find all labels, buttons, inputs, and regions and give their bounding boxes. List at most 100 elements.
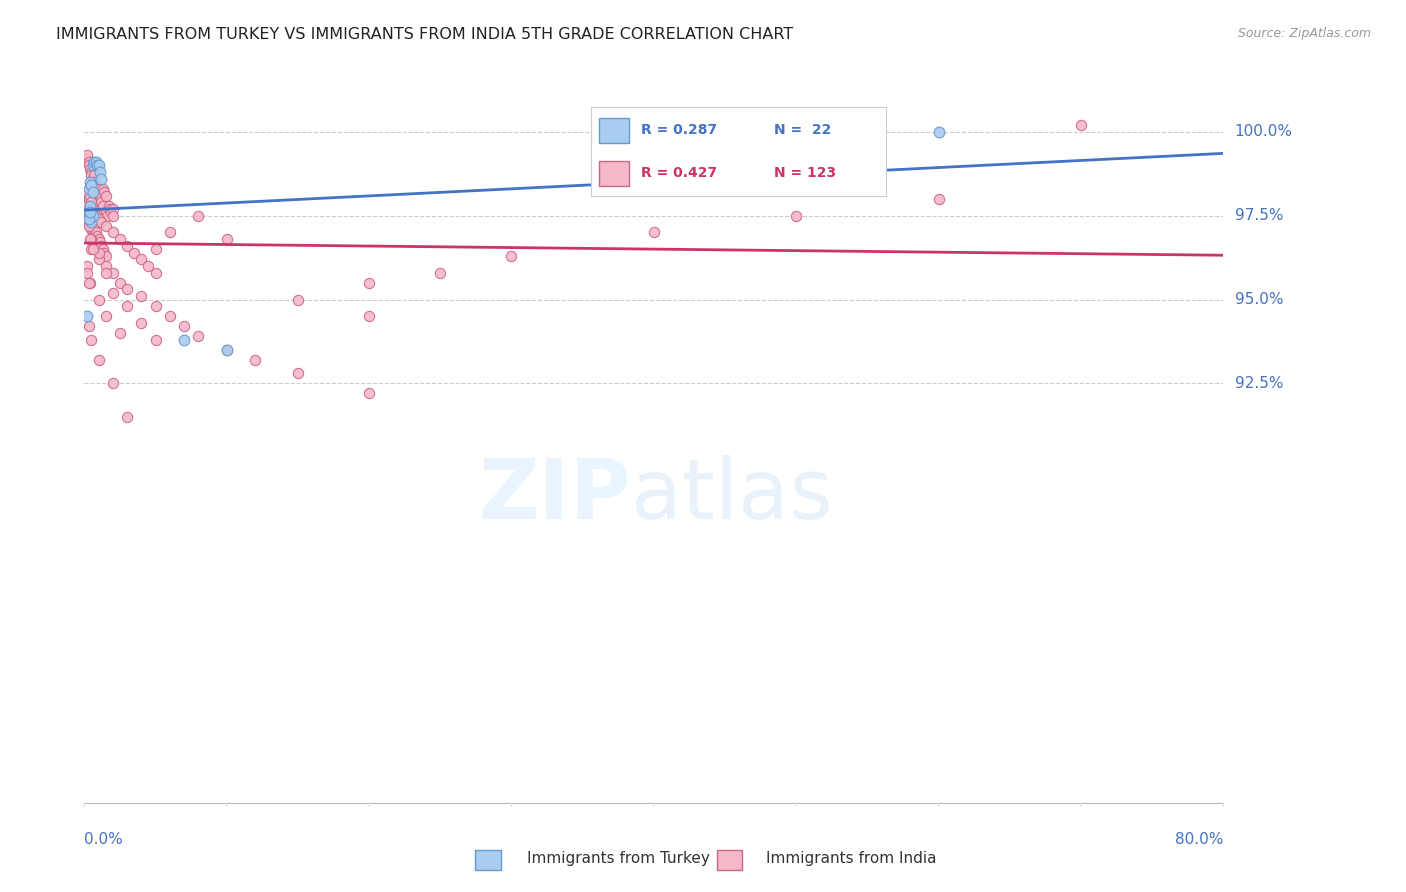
Point bbox=[82, 209, 104, 223]
Point bbox=[187, 209, 209, 223]
Point bbox=[84, 226, 107, 240]
Point bbox=[79, 188, 101, 202]
Bar bbox=[599, 118, 628, 143]
Point bbox=[145, 299, 167, 313]
Point bbox=[77, 276, 100, 290]
Point bbox=[97, 198, 120, 212]
Point bbox=[77, 209, 100, 223]
Text: Source: ZipAtlas.com: Source: ZipAtlas.com bbox=[1237, 27, 1371, 40]
Point bbox=[84, 209, 107, 223]
Point bbox=[80, 178, 103, 193]
Point bbox=[75, 192, 97, 206]
Point bbox=[77, 155, 100, 169]
Point bbox=[100, 205, 122, 219]
Point bbox=[80, 169, 103, 183]
Point bbox=[94, 266, 117, 280]
Point bbox=[79, 212, 101, 227]
Point bbox=[187, 329, 209, 343]
Text: atlas: atlas bbox=[631, 455, 832, 536]
Point bbox=[87, 293, 110, 307]
Text: Immigrants from India: Immigrants from India bbox=[766, 851, 936, 865]
Text: Immigrants from Turkey: Immigrants from Turkey bbox=[527, 851, 710, 865]
Point bbox=[1070, 118, 1092, 132]
Text: 92.5%: 92.5% bbox=[1234, 376, 1284, 391]
Point bbox=[83, 222, 105, 236]
Point bbox=[87, 182, 110, 196]
Point bbox=[90, 195, 112, 210]
Point bbox=[94, 310, 117, 324]
Point bbox=[87, 232, 110, 246]
Point bbox=[77, 158, 100, 172]
Point bbox=[90, 215, 112, 229]
Point bbox=[79, 175, 101, 189]
Point bbox=[429, 266, 451, 280]
Bar bbox=[599, 161, 628, 186]
Point bbox=[84, 182, 107, 196]
Point bbox=[80, 333, 103, 347]
Point bbox=[87, 352, 110, 367]
Point bbox=[245, 352, 267, 367]
Point bbox=[94, 188, 117, 202]
Point bbox=[131, 252, 153, 267]
Point bbox=[145, 266, 167, 280]
Point bbox=[76, 185, 98, 199]
Point bbox=[173, 333, 195, 347]
Point bbox=[89, 192, 111, 206]
Point bbox=[80, 165, 103, 179]
Point bbox=[79, 205, 101, 219]
Point bbox=[83, 169, 105, 183]
Point bbox=[82, 158, 104, 172]
Point bbox=[101, 376, 124, 391]
Point bbox=[80, 215, 103, 229]
Text: IMMIGRANTS FROM TURKEY VS IMMIGRANTS FROM INDIA 5TH GRADE CORRELATION CHART: IMMIGRANTS FROM TURKEY VS IMMIGRANTS FRO… bbox=[56, 27, 793, 42]
Point bbox=[87, 158, 110, 172]
Point bbox=[84, 232, 107, 246]
Point bbox=[138, 259, 160, 273]
Text: ZIP: ZIP bbox=[478, 455, 631, 536]
Point bbox=[90, 171, 112, 186]
Point bbox=[90, 239, 112, 253]
Point bbox=[93, 185, 115, 199]
Point bbox=[80, 209, 103, 223]
Point bbox=[82, 171, 104, 186]
Point bbox=[82, 175, 104, 189]
Point bbox=[76, 148, 98, 162]
Point bbox=[79, 232, 101, 246]
Text: N = 123: N = 123 bbox=[773, 166, 835, 180]
Point bbox=[77, 319, 100, 334]
Point bbox=[77, 205, 100, 219]
Point bbox=[82, 202, 104, 216]
Point bbox=[76, 195, 98, 210]
Point bbox=[87, 245, 110, 260]
Point bbox=[83, 205, 105, 219]
Point bbox=[86, 158, 108, 172]
Point bbox=[215, 343, 238, 357]
Point bbox=[101, 266, 124, 280]
Point bbox=[501, 249, 523, 263]
Point bbox=[84, 178, 107, 193]
Point bbox=[122, 245, 145, 260]
Point bbox=[159, 310, 181, 324]
Text: 95.0%: 95.0% bbox=[1234, 292, 1284, 307]
Point bbox=[108, 232, 131, 246]
Point bbox=[131, 289, 153, 303]
Point bbox=[80, 215, 103, 229]
Point bbox=[86, 228, 108, 243]
Point bbox=[159, 226, 181, 240]
Point bbox=[93, 245, 115, 260]
Point bbox=[76, 266, 98, 280]
Point bbox=[79, 161, 101, 176]
Point bbox=[108, 276, 131, 290]
Point bbox=[785, 209, 807, 223]
Text: 0.0%: 0.0% bbox=[84, 832, 124, 847]
Point bbox=[79, 198, 101, 212]
Point bbox=[77, 192, 100, 206]
Point bbox=[76, 310, 98, 324]
Point bbox=[91, 182, 114, 196]
Point bbox=[82, 185, 104, 199]
Point bbox=[643, 226, 665, 240]
Point bbox=[91, 198, 114, 212]
Point bbox=[80, 222, 103, 236]
Point bbox=[94, 205, 117, 219]
Point bbox=[89, 165, 111, 179]
